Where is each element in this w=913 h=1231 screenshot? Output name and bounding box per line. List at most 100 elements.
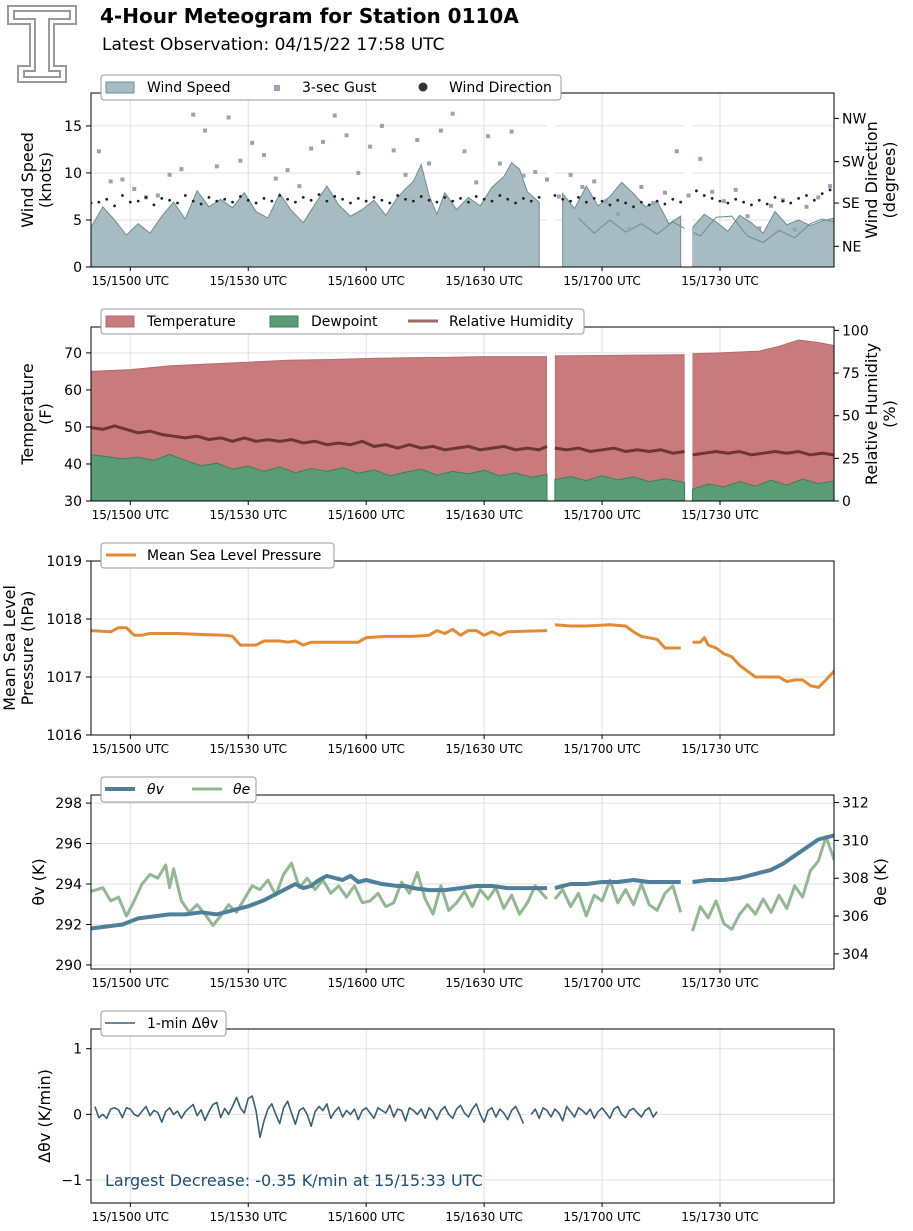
gust-point (344, 133, 349, 138)
theta-e-line (553, 878, 683, 918)
wind-legend-entry: 3-sec Gust (274, 80, 377, 96)
wind-direction-point (270, 199, 274, 203)
wind-direction-point (372, 196, 376, 199)
gust-point (521, 173, 526, 178)
theta-x-gridlines: 15/1500 UTC 15/1530 UTC 15/1600 UTC 15/1630… (92, 795, 759, 990)
gust-point (450, 111, 455, 116)
wind-x-tick-label: 15/1500 UTC (92, 274, 169, 288)
theta-e-line (91, 861, 549, 927)
pressure-y-tick-label: 1016 (46, 728, 82, 744)
wind-direction-point (624, 201, 628, 205)
temp-legend-entry: Relative Humidity (408, 314, 573, 330)
wind-speed-area (692, 210, 834, 267)
wind-direction-point (254, 201, 258, 205)
wind-y-tick-label: 15 (64, 119, 82, 135)
pressure-series (91, 623, 834, 689)
wind-direction-point (199, 202, 203, 206)
theta-y-tick-label: 296 (55, 837, 82, 853)
wind-direction-point (773, 196, 777, 199)
theta-x-tick-label: 15/1600 UTC (327, 976, 404, 990)
wind-direction-point (459, 196, 462, 200)
wind-speed-area (562, 181, 682, 267)
gust-point (828, 184, 833, 189)
wind-direction-point (435, 200, 439, 204)
wind-direction-point (301, 196, 305, 199)
wind-direction-point (671, 197, 675, 201)
theta-y-right-tick-label: 310 (842, 833, 869, 849)
temp-y-axis-label-line: Temperature (18, 363, 37, 465)
wind-direction-point (750, 203, 753, 207)
gust-point (179, 167, 184, 172)
dtheta-x-tick-label: 15/1730 UTC (681, 1210, 758, 1224)
dtheta-x-tick-label: 15/1630 UTC (445, 1210, 522, 1224)
pressure-y-axis-label-line: Pressure (hPa) (18, 591, 37, 706)
dtheta-plot-area (91, 1029, 834, 1203)
gust-point (545, 177, 550, 182)
wind-legend-swatch (418, 82, 428, 92)
wind-legend-entry: Wind Direction (418, 80, 552, 96)
theta-y-right-tick-label: 312 (842, 796, 869, 812)
wind-x-tick-label: 15/1730 UTC (681, 274, 758, 288)
temp-legend-frame (100, 308, 585, 335)
wind-direction-point (789, 201, 793, 205)
temp-y-axis-label: Temperature(F) (18, 363, 55, 465)
wind-x-tick-label: 15/1600 UTC (327, 274, 404, 288)
theta-y-axis: 290 292 294 296 298 (55, 796, 834, 974)
wind-direction-point (522, 196, 525, 200)
wind-direction-point (812, 198, 816, 202)
theta-v-line (554, 878, 681, 891)
theta-y-tick-label: 298 (55, 796, 82, 812)
theta-e-series (91, 835, 834, 932)
gust-point (804, 204, 809, 209)
wind-y-axis-label: Wind Speed(knots) (18, 132, 55, 227)
theta-v-series (91, 833, 834, 931)
wind-legend-frame (100, 74, 562, 101)
wind-legend-entry: Wind Speed (105, 80, 231, 96)
theta-legend-entry: θe (192, 782, 250, 798)
wind-y-right-tick-label: SW (842, 155, 865, 171)
wind-direction-point (632, 205, 635, 209)
wind-direction-point (113, 204, 116, 208)
dtheta-axes-frame (90, 1028, 835, 1204)
gust-point (403, 172, 408, 177)
temp-y-tick-label: 70 (64, 346, 82, 362)
wind-x-tick-label: 15/1630 UTC (445, 274, 522, 288)
wind-direction-point (262, 196, 266, 200)
pressure-legend-label: Mean Sea Level Pressure (147, 548, 321, 564)
theta-x-tick-label: 15/1730 UTC (681, 976, 758, 990)
theta-x-tick-label: 15/1500 UTC (92, 976, 169, 990)
gust-point (379, 123, 384, 128)
gust-point (203, 128, 208, 133)
dewpoint-series (91, 453, 834, 501)
wind-direction-point (600, 199, 604, 203)
temp-y-axis-right: 0 25 50 75 100 (834, 323, 869, 510)
theta-e-y-axis-label-line: θe (K) (871, 858, 890, 906)
gust-point (674, 149, 679, 154)
wind-speed-overlay-line (578, 215, 834, 244)
temp-x-tick-label: 15/1630 UTC (445, 508, 522, 522)
humidity-line (91, 424, 548, 452)
temp-legend-label: Relative Humidity (449, 314, 573, 330)
wind-direction-point (742, 200, 745, 204)
temp-data-gap (547, 327, 555, 501)
gust-point (757, 226, 762, 231)
dtheta-legend: 1-min Δθv (100, 1010, 227, 1037)
wind-direction-point (443, 196, 447, 199)
wind-direction-point (97, 200, 101, 204)
wind-direction-point (191, 199, 195, 203)
wind-y-right-tick-label: NW (842, 111, 866, 127)
gust-point (96, 149, 101, 154)
latest-observation-text: Latest Observation: 04/15/22 17:58 UTC (102, 35, 445, 55)
dtheta-y-tick-label: −1 (61, 1173, 82, 1189)
gust-point (108, 179, 113, 184)
wind-direction-point (553, 194, 557, 197)
wind-direction-point (136, 199, 140, 203)
theta-y-tick-label: 290 (55, 958, 82, 974)
gust-point (592, 179, 597, 184)
gust-point (462, 149, 467, 154)
humidity-line (692, 449, 834, 457)
temp-y-right-tick-label: 25 (842, 451, 860, 467)
wind-direction-point (608, 203, 612, 207)
wind-x-tick-label: 15/1530 UTC (210, 274, 287, 288)
